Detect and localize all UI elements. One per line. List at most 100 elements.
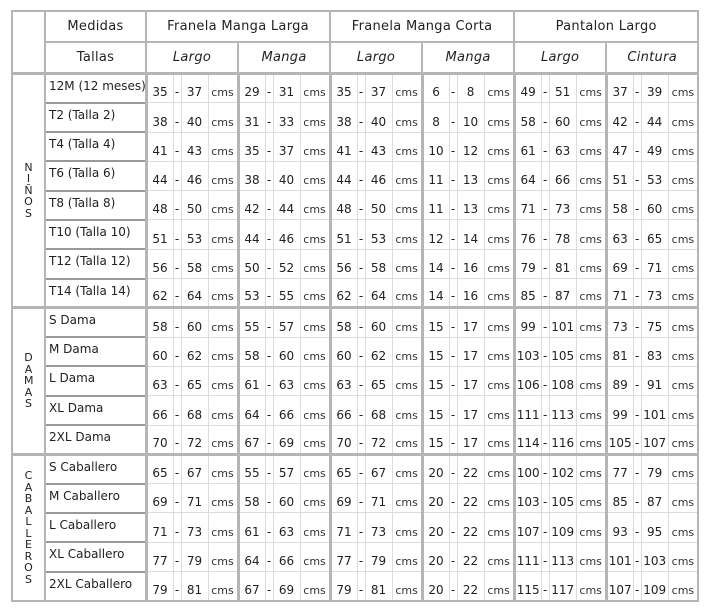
max-value: 101 bbox=[640, 395, 669, 426]
unit-label: cms bbox=[207, 365, 239, 397]
unit-label: cms bbox=[575, 248, 607, 280]
min-value: 76 bbox=[512, 219, 542, 250]
min-value: 99 bbox=[512, 306, 542, 338]
min-value: 67 bbox=[236, 424, 266, 455]
unit-label: cms bbox=[207, 219, 239, 250]
group-label: NIÑOS bbox=[24, 160, 33, 220]
max-value: 13 bbox=[456, 190, 485, 221]
max-value: 87 bbox=[640, 483, 669, 514]
unit-label: cms bbox=[299, 336, 331, 367]
min-value: 64 bbox=[236, 541, 266, 573]
max-value: 67 bbox=[364, 452, 393, 485]
max-value: 101 bbox=[548, 306, 577, 338]
unit-label: cms bbox=[299, 160, 331, 192]
min-value: 48 bbox=[328, 190, 358, 221]
min-value: 66 bbox=[328, 395, 358, 426]
size-label: T6 (Talla 6) bbox=[44, 160, 147, 192]
min-value: 69 bbox=[328, 483, 358, 514]
range-dash: - bbox=[632, 306, 642, 338]
range-dash: - bbox=[632, 365, 642, 397]
garment-header: Franela Manga Corta bbox=[329, 10, 516, 43]
range-dash: - bbox=[540, 424, 550, 455]
min-value: 37 bbox=[604, 71, 634, 104]
range-dash: - bbox=[172, 424, 182, 455]
min-value: 85 bbox=[512, 278, 542, 309]
unit-label: cms bbox=[575, 452, 607, 485]
min-value: 20 bbox=[420, 483, 450, 514]
unit-label: cms bbox=[207, 160, 239, 192]
range-dash: - bbox=[172, 365, 182, 397]
range-dash: - bbox=[356, 424, 366, 455]
measure-header: Manga bbox=[421, 41, 516, 75]
max-value: 71 bbox=[640, 248, 669, 280]
unit-label: cms bbox=[207, 452, 239, 485]
range-dash: - bbox=[540, 512, 550, 543]
min-value: 56 bbox=[328, 248, 358, 280]
min-value: 42 bbox=[604, 102, 634, 133]
unit-label: cms bbox=[207, 336, 239, 367]
max-value: 50 bbox=[180, 190, 209, 221]
max-value: 49 bbox=[640, 131, 669, 162]
size-label: 12M (12 meses) bbox=[44, 71, 147, 104]
min-value: 101 bbox=[604, 541, 634, 573]
unit-label: cms bbox=[483, 278, 515, 309]
min-value: 51 bbox=[144, 219, 174, 250]
min-value: 38 bbox=[328, 102, 358, 133]
min-value: 63 bbox=[144, 365, 174, 397]
unit-label: cms bbox=[575, 424, 607, 455]
max-value: 113 bbox=[548, 541, 577, 573]
unit-label: cms bbox=[391, 160, 423, 192]
max-value: 60 bbox=[272, 483, 301, 514]
range-dash: - bbox=[356, 248, 366, 280]
max-value: 58 bbox=[180, 248, 209, 280]
size-label: T12 (Talla 12) bbox=[44, 248, 147, 280]
max-value: 57 bbox=[272, 306, 301, 338]
range-dash: - bbox=[632, 131, 642, 162]
min-value: 71 bbox=[144, 512, 174, 543]
range-dash: - bbox=[540, 160, 550, 192]
range-dash: - bbox=[264, 278, 274, 309]
table-row: L Dama 63-65 cms 61-63 cms 63-65 cms 15-17 cms 10… bbox=[12, 365, 700, 397]
min-value: 35 bbox=[144, 71, 174, 104]
min-value: 14 bbox=[420, 248, 450, 280]
max-value: 43 bbox=[364, 131, 393, 162]
max-value: 107 bbox=[640, 424, 669, 455]
max-value: 57 bbox=[272, 452, 301, 485]
table-row: T4 (Talla 4) 41-43 cms 35-37 cms 41-43 cms 10-1… bbox=[12, 131, 700, 163]
max-value: 105 bbox=[548, 336, 577, 367]
range-dash: - bbox=[632, 336, 642, 367]
unit-label: cms bbox=[391, 248, 423, 280]
unit-label: cms bbox=[667, 336, 700, 367]
range-dash: - bbox=[356, 278, 366, 309]
max-value: 37 bbox=[272, 131, 301, 162]
min-value: 111 bbox=[512, 541, 542, 573]
max-value: 60 bbox=[548, 102, 577, 133]
max-value: 39 bbox=[640, 71, 669, 104]
range-dash: - bbox=[172, 71, 182, 104]
group-label: DAMAS bbox=[24, 351, 34, 411]
table-row: XL Dama 66-68 cms 64-66 cms 66-68 cms 15-17 cms 1… bbox=[12, 394, 700, 427]
max-value: 37 bbox=[364, 71, 393, 104]
unit-label: cms bbox=[391, 306, 423, 338]
min-value: 106 bbox=[512, 365, 542, 397]
min-value: 65 bbox=[144, 452, 174, 485]
min-value: 56 bbox=[144, 248, 174, 280]
unit-label: cms bbox=[575, 306, 607, 338]
min-value: 41 bbox=[328, 131, 358, 162]
unit-label: cms bbox=[207, 395, 239, 426]
min-value: 50 bbox=[236, 248, 266, 280]
min-value: 55 bbox=[236, 306, 266, 338]
min-value: 103 bbox=[512, 483, 542, 514]
max-value: 69 bbox=[272, 424, 301, 455]
max-value: 52 bbox=[272, 248, 301, 280]
max-value: 105 bbox=[548, 483, 577, 514]
min-value: 53 bbox=[236, 278, 266, 309]
unit-label: cms bbox=[483, 395, 515, 426]
range-dash: - bbox=[448, 365, 458, 397]
max-value: 60 bbox=[272, 336, 301, 367]
range-dash: - bbox=[356, 452, 366, 485]
unit-label: cms bbox=[207, 483, 239, 514]
measure-header: Largo bbox=[513, 41, 608, 75]
range-dash: - bbox=[448, 248, 458, 280]
range-dash: - bbox=[632, 278, 642, 309]
